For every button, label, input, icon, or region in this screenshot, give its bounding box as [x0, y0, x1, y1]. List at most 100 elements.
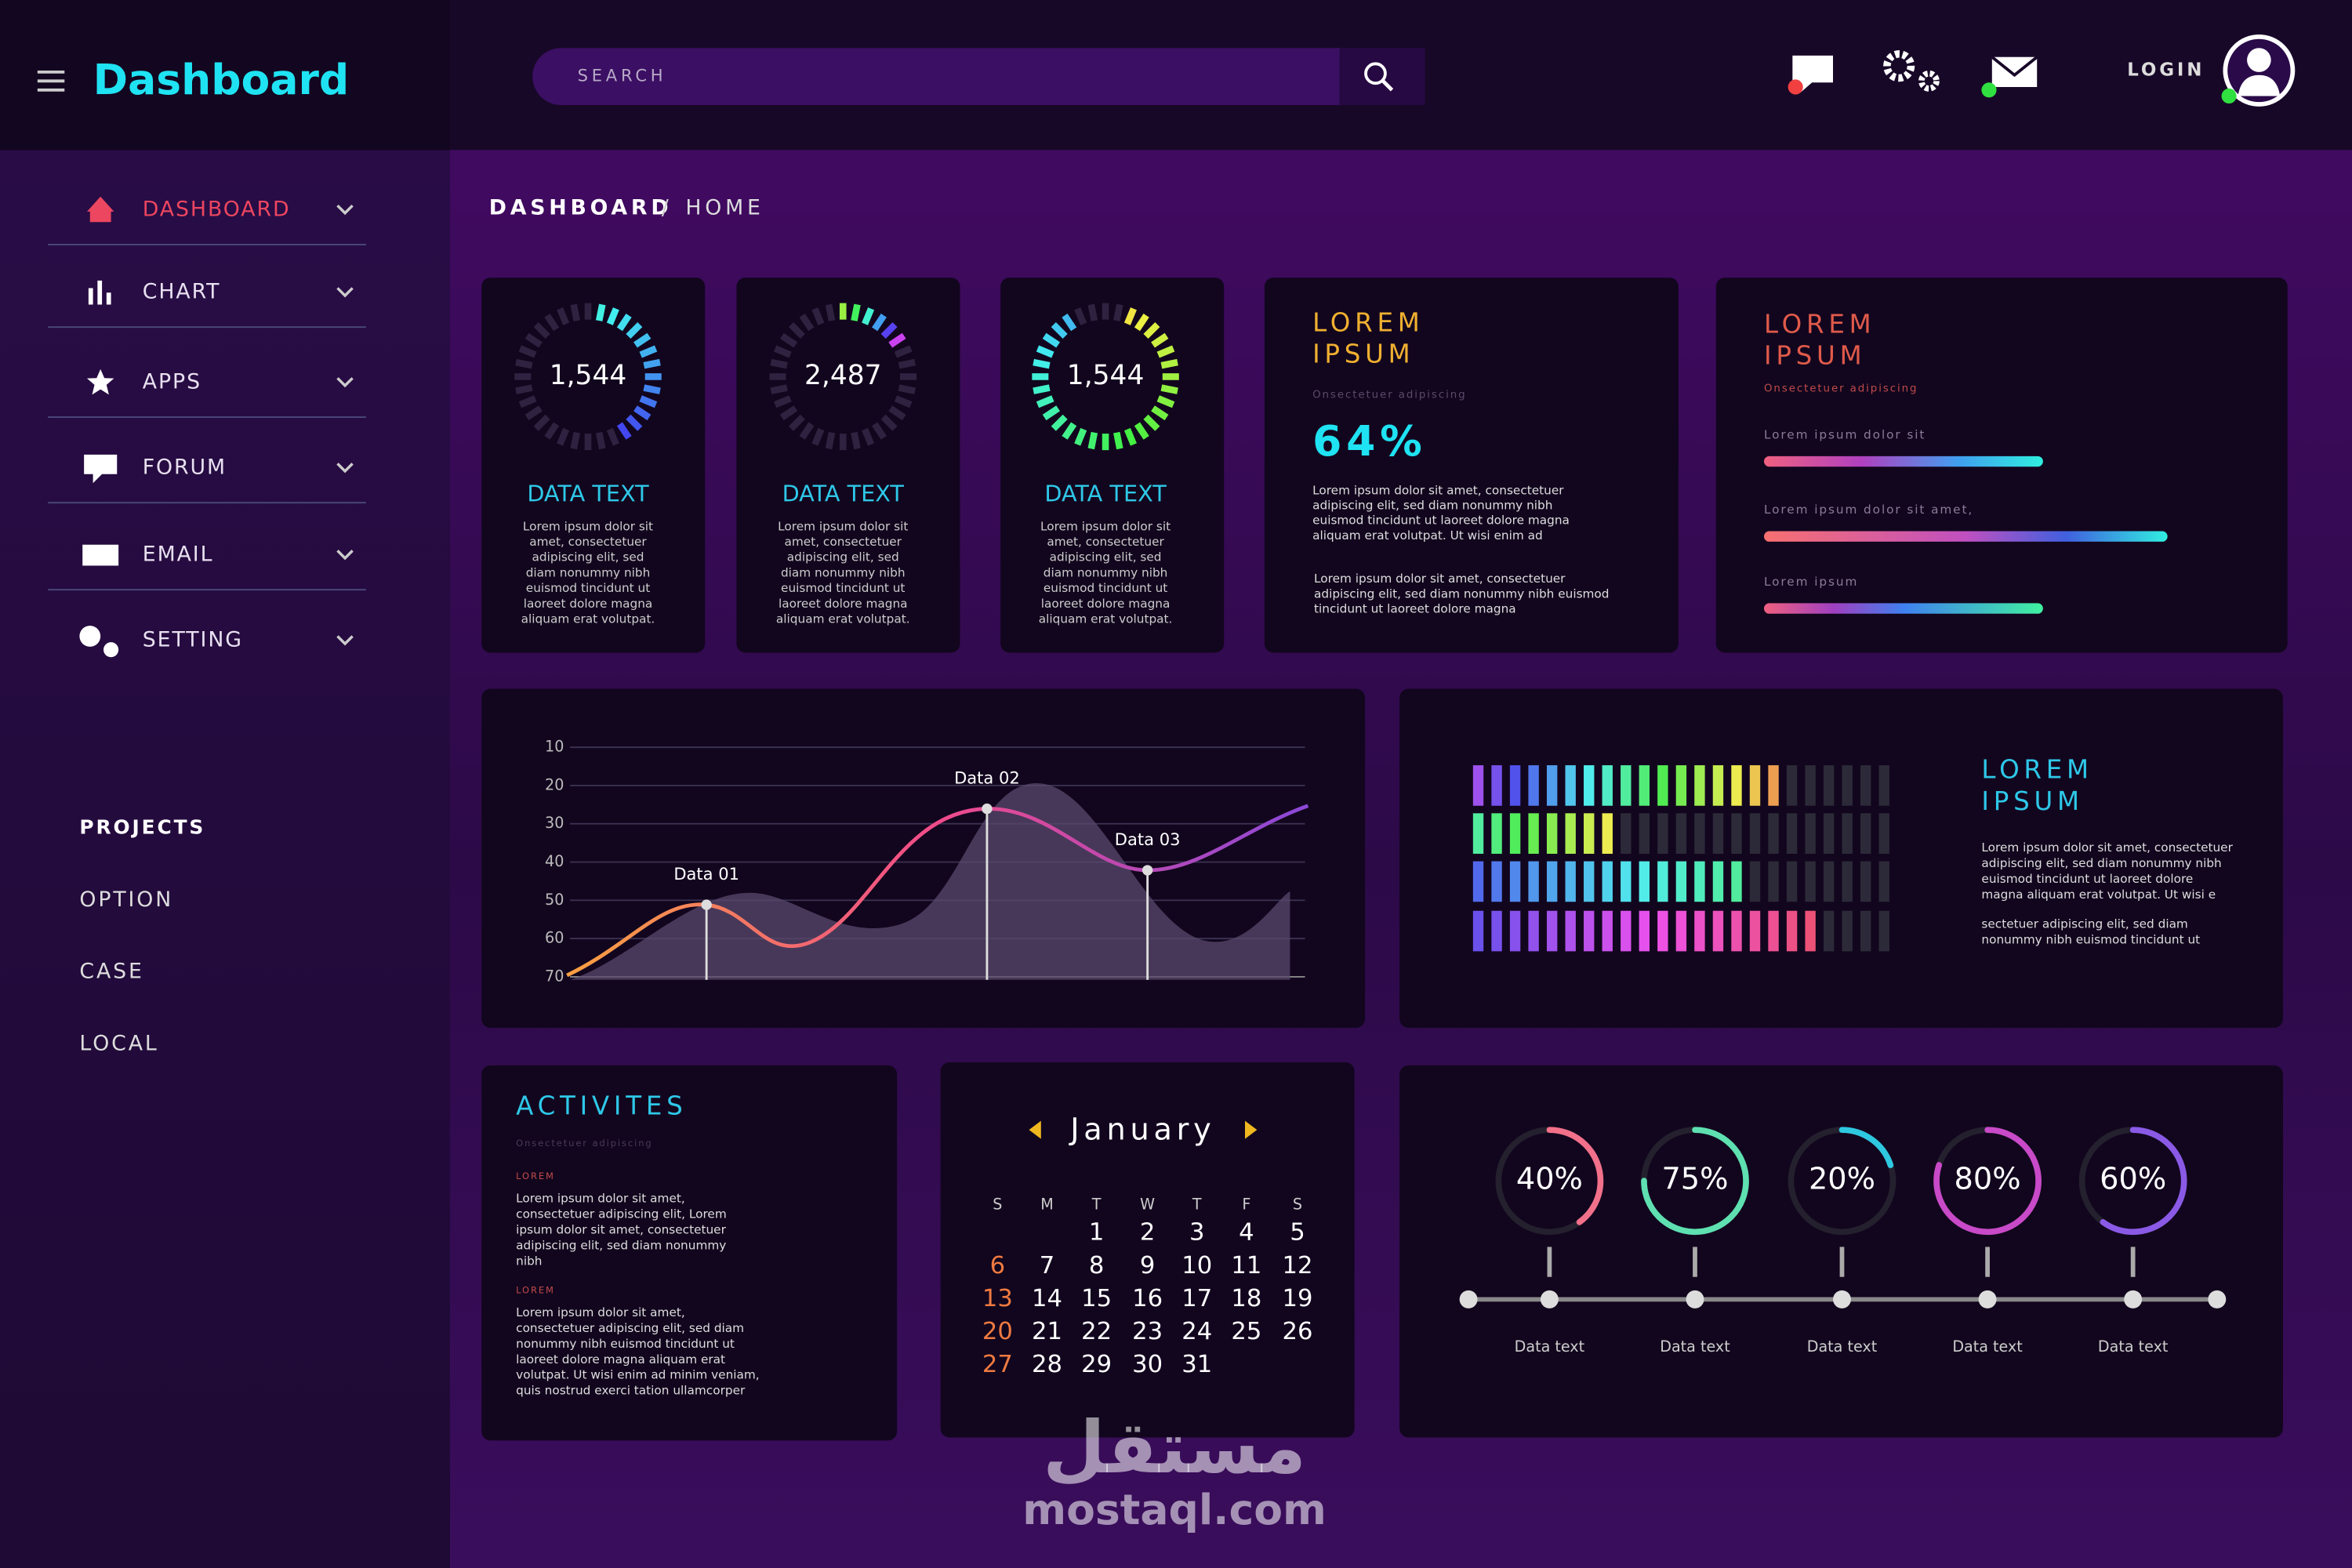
calendar-day[interactable]: 9 [1140, 1252, 1155, 1279]
ring-segment [639, 395, 658, 408]
settings-icon[interactable] [1883, 50, 1915, 82]
menu-item[interactable]: FORUM [143, 456, 227, 480]
level-bar [1584, 813, 1595, 854]
ring-segment [872, 422, 887, 440]
calendar-day[interactable]: 30 [1132, 1351, 1163, 1378]
calendar-day[interactable]: 3 [1189, 1219, 1204, 1247]
login-link[interactable]: LOGIN [2127, 60, 2205, 80]
level-bar [1639, 910, 1650, 952]
calendar-day[interactable]: 28 [1032, 1351, 1062, 1378]
calendar-day[interactable]: 4 [1239, 1219, 1254, 1247]
calendar-day[interactable]: 26 [1283, 1318, 1313, 1345]
calendar-day[interactable]: 29 [1081, 1351, 1112, 1378]
menu-item[interactable]: APPS [143, 370, 201, 394]
progress-arc [1788, 1127, 1896, 1236]
search-icon [1381, 79, 1394, 92]
menu-icon [82, 544, 119, 566]
card-text: quis nostrud exerci tation ullamcorper [516, 1384, 746, 1398]
menu-icon [79, 626, 119, 658]
calendar-day[interactable]: 6 [990, 1252, 1005, 1279]
ring-segment [799, 422, 815, 440]
level-bar [1805, 813, 1816, 854]
calendar-day[interactable]: 31 [1181, 1351, 1212, 1378]
calendar-day[interactable]: 16 [1132, 1285, 1163, 1312]
stat-text: adipiscing elit, sed [1050, 550, 1162, 564]
block-heading: LOREM [516, 1284, 555, 1295]
level-bar [1878, 910, 1889, 952]
calendar-day[interactable]: 11 [1231, 1252, 1261, 1279]
level-bar [1786, 910, 1798, 952]
calendar-day[interactable]: 1 [1089, 1219, 1104, 1247]
level-bar [1509, 861, 1521, 902]
ring-segment [643, 384, 661, 394]
level-bar [1675, 910, 1687, 952]
menu-chevron[interactable] [336, 635, 354, 646]
calendar-day[interactable]: 22 [1081, 1318, 1112, 1345]
prev-month[interactable] [1029, 1120, 1041, 1139]
level-bar [1786, 765, 1798, 806]
ring-segment [557, 307, 570, 325]
calendar-day[interactable]: 13 [982, 1285, 1013, 1312]
menu-button[interactable] [37, 70, 65, 92]
project-link[interactable]: OPTION [79, 887, 173, 912]
search-bar[interactable] [532, 48, 1425, 105]
ring-segment [606, 427, 619, 446]
level-bar [1565, 813, 1576, 854]
calendar-day[interactable]: 2 [1140, 1219, 1155, 1247]
ring-segment [1051, 322, 1068, 339]
calendar-day[interactable]: 10 [1181, 1252, 1212, 1279]
calendar-day[interactable]: 8 [1089, 1252, 1104, 1279]
level-bar [1694, 861, 1705, 902]
menu-chevron[interactable] [336, 463, 354, 474]
chat-icon[interactable] [1792, 55, 1834, 93]
stat-text: aliquam erat volutpat. [521, 612, 655, 626]
calendar-day[interactable]: 27 [982, 1351, 1013, 1378]
ring-segment [570, 303, 581, 321]
calendar-day[interactable]: 24 [1181, 1318, 1212, 1345]
weekday: S [1293, 1195, 1302, 1213]
menu-item[interactable]: SETTING [143, 628, 243, 652]
calendar-day[interactable]: 12 [1283, 1252, 1313, 1279]
calendar-day[interactable]: 7 [1040, 1252, 1054, 1279]
menu-item[interactable]: DASHBOARD [143, 197, 291, 221]
calendar-day[interactable]: 5 [1290, 1219, 1305, 1247]
menu-chevron[interactable] [336, 204, 354, 216]
ring-segment [626, 322, 643, 339]
breadcrumb-section[interactable]: DASHBOARD [489, 196, 673, 220]
stat-text: aliquam erat volutpat. [1039, 612, 1173, 626]
ring-segment [773, 395, 792, 408]
menu-item[interactable]: EMAIL [143, 543, 214, 567]
ring-segment [1074, 307, 1087, 325]
level-bar [1546, 861, 1558, 902]
calendar-day[interactable]: 23 [1132, 1318, 1163, 1345]
level-bar [1639, 813, 1650, 854]
project-link[interactable]: CASE [79, 960, 143, 984]
stat-text: adipiscing elit, sed [787, 550, 899, 564]
calendar-day[interactable]: 15 [1081, 1285, 1112, 1312]
calendar-day[interactable]: 25 [1231, 1318, 1261, 1345]
level-bar [1731, 910, 1742, 952]
calendar-day[interactable]: 14 [1032, 1285, 1062, 1312]
settings-icon[interactable] [1918, 70, 1940, 92]
ring-segment [643, 358, 661, 369]
menu-chevron[interactable] [336, 377, 354, 388]
calendar-day[interactable]: 20 [982, 1318, 1013, 1345]
point-dot [1142, 865, 1153, 876]
project-link[interactable]: LOCAL [79, 1032, 158, 1056]
calendar-day[interactable]: 19 [1283, 1285, 1313, 1312]
ring-segment [825, 431, 836, 450]
level-bar [1602, 765, 1613, 806]
progress-caption: Data text [2098, 1338, 2169, 1356]
menu-chevron[interactable] [336, 287, 354, 298]
calendar-day[interactable]: 21 [1032, 1318, 1062, 1345]
card [1000, 278, 1225, 653]
next-month[interactable] [1245, 1120, 1258, 1139]
chat-badge [1788, 79, 1803, 95]
calendar-day[interactable]: 17 [1181, 1285, 1212, 1312]
level-bar [1842, 910, 1853, 952]
ring-segment [1143, 414, 1160, 431]
calendar-day[interactable]: 18 [1231, 1285, 1261, 1312]
menu-item[interactable]: CHART [143, 280, 221, 304]
menu-chevron[interactable] [336, 550, 354, 561]
search-button[interactable] [1339, 48, 1425, 105]
